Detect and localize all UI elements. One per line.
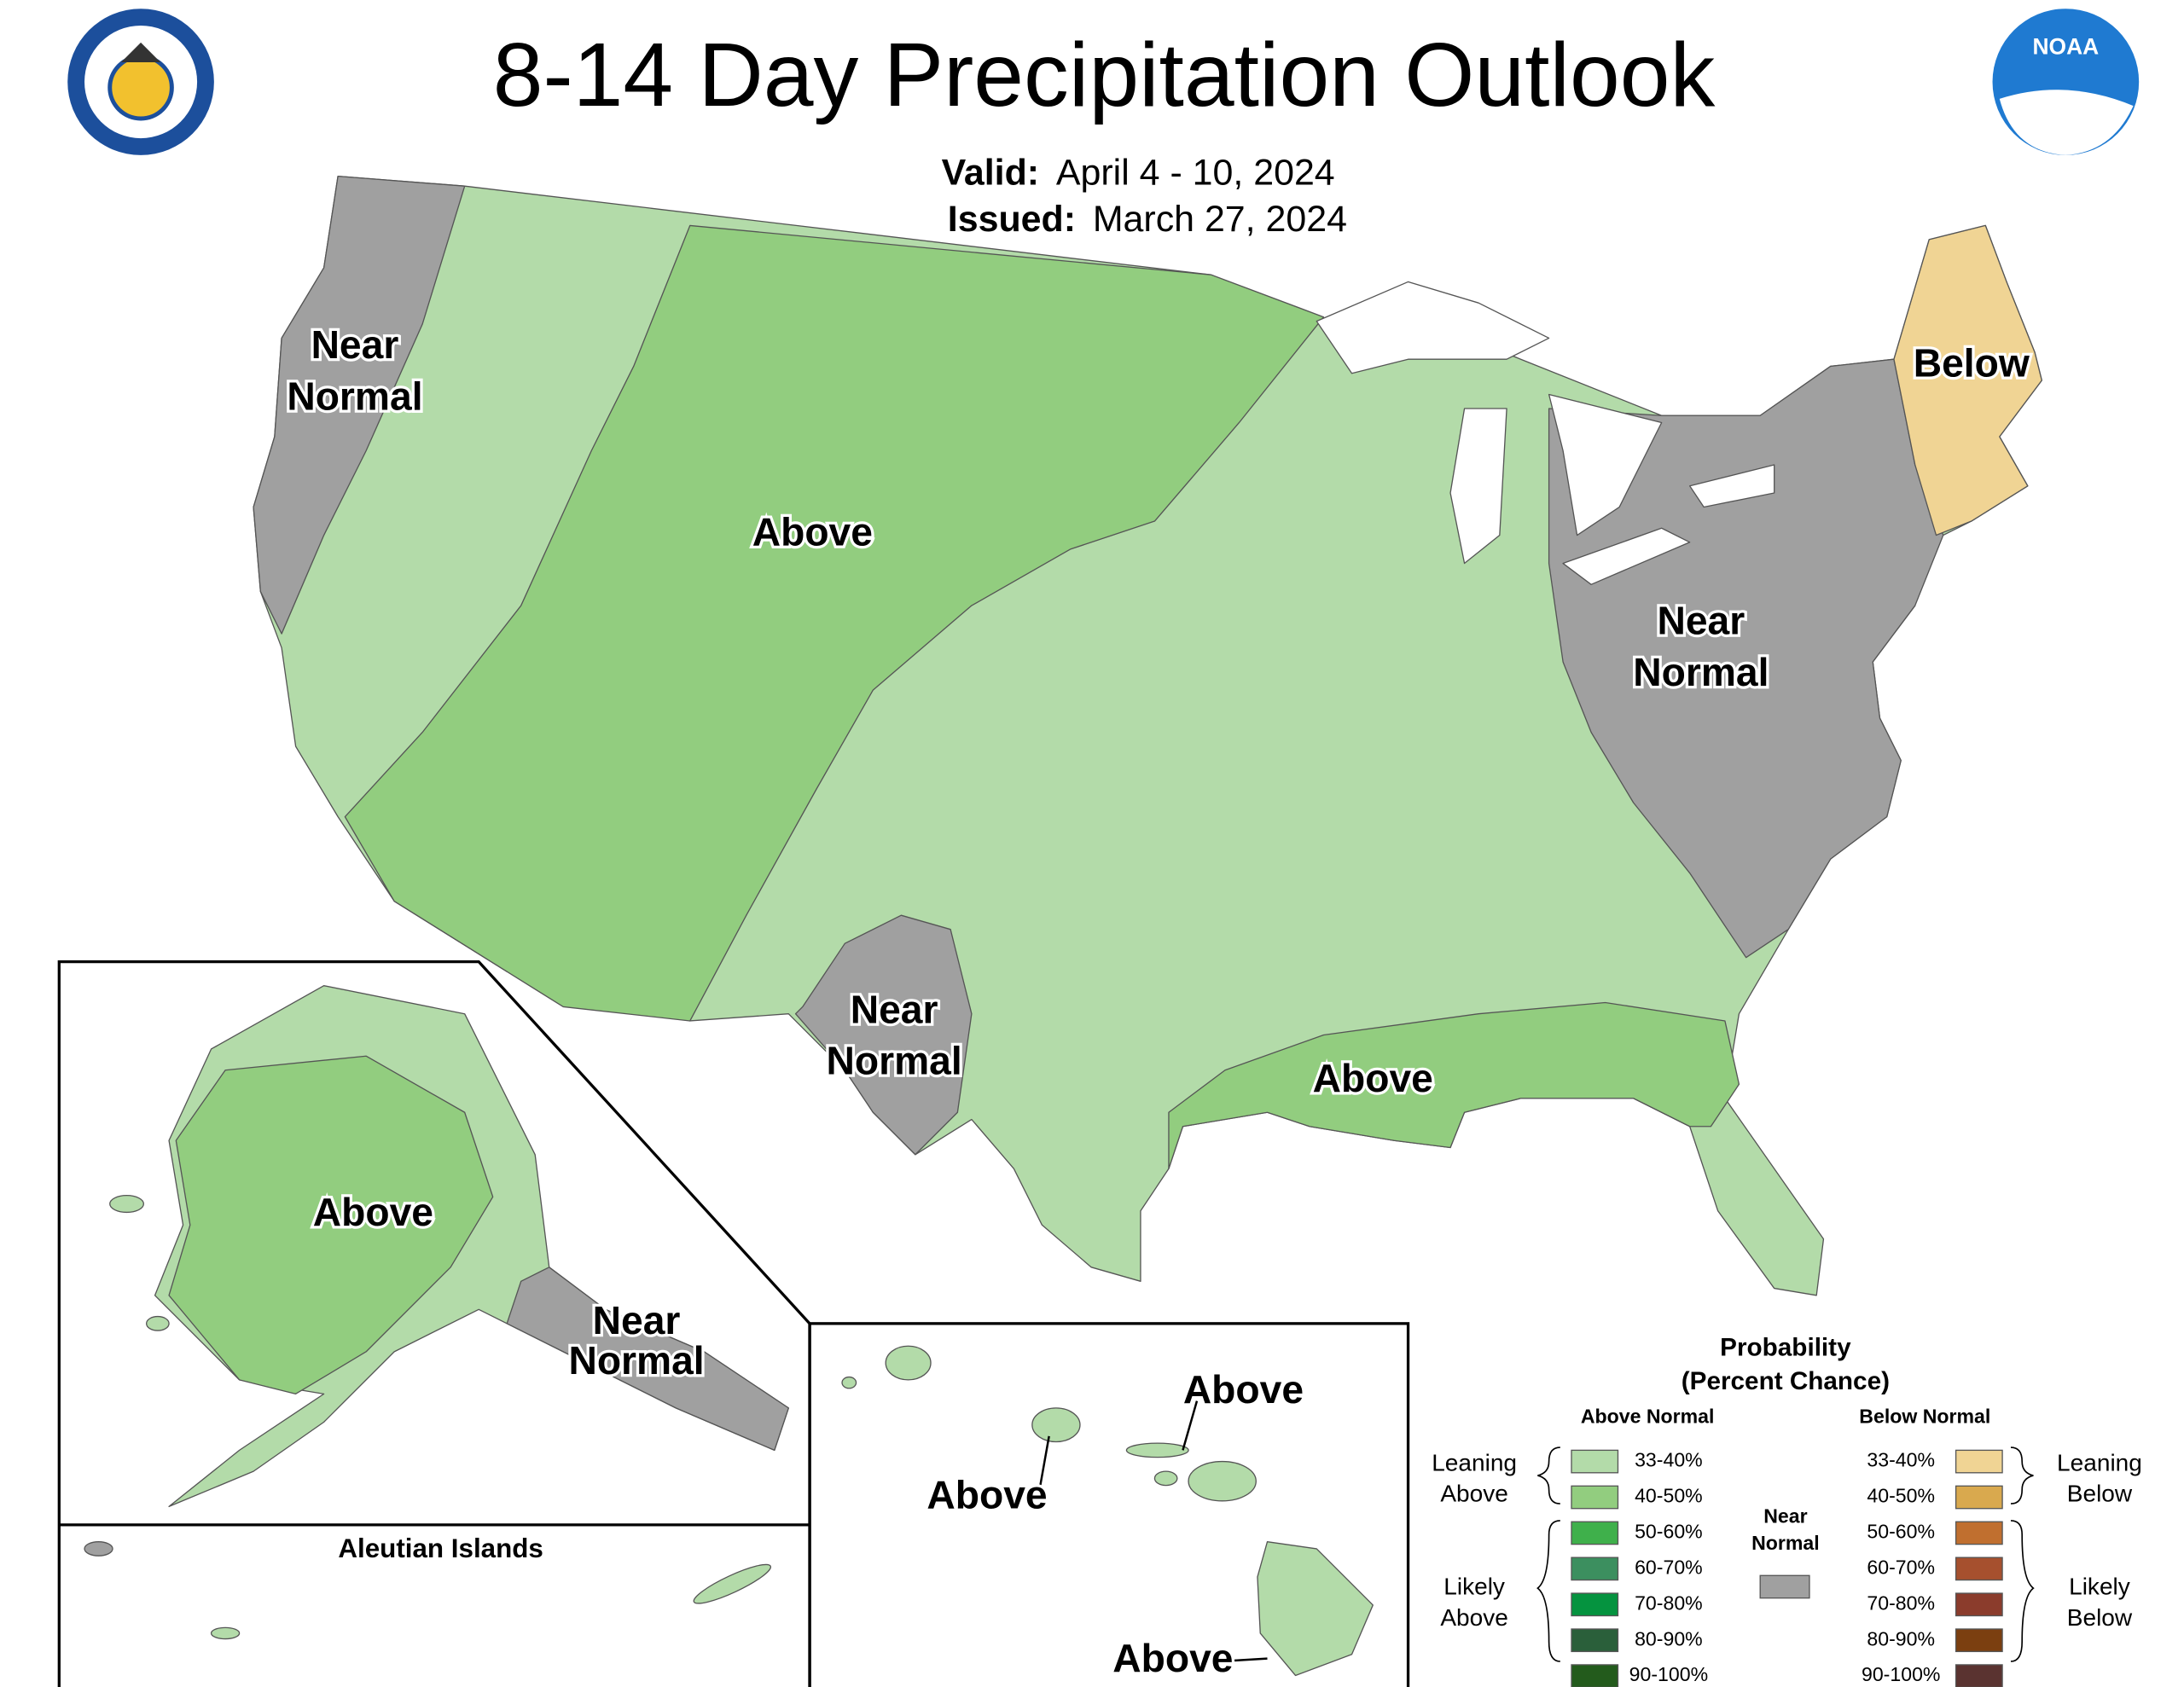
aleutian-title: Aleutian Islands xyxy=(338,1533,543,1563)
legend-label: 80-90% xyxy=(1635,1627,1703,1649)
legend-label: 33-40% xyxy=(1867,1449,1935,1471)
region-label: Above xyxy=(1112,1636,1233,1680)
region-label: Near xyxy=(593,1298,681,1342)
legend-label: 40-50% xyxy=(1635,1485,1703,1507)
noaa-logo: NOAA xyxy=(1992,9,2140,155)
region-label: Normal xyxy=(287,374,422,418)
above-west xyxy=(344,224,1325,1022)
valid-label: Valid: xyxy=(942,152,1039,193)
region-label: Normal xyxy=(827,1038,962,1082)
legend-label: 70-80% xyxy=(1867,1591,1935,1614)
legend-group: Likely xyxy=(2069,1574,2130,1600)
legend-subtitle: (Percent Chance) xyxy=(1682,1367,1890,1395)
near-normal-label: Normal xyxy=(1751,1532,1820,1554)
alaska-inset: Aleutian Islands xyxy=(57,959,811,1687)
region-label: Above xyxy=(752,510,873,554)
legend-swatch xyxy=(1955,1521,2003,1545)
legend-label: 90-100% xyxy=(1629,1663,1708,1685)
legend-swatch xyxy=(1955,1449,2003,1474)
region-label: Near xyxy=(851,987,938,1031)
near-normal-label: Near xyxy=(1763,1505,1807,1528)
legend-title: Probability xyxy=(1720,1333,1851,1361)
above-gulf xyxy=(1168,1001,1740,1169)
below-northeast xyxy=(1893,224,2042,536)
legend-label: 33-40% xyxy=(1635,1449,1703,1471)
legend-swatch xyxy=(1955,1485,2003,1510)
region-label: Normal xyxy=(568,1338,704,1383)
hawaii-inset xyxy=(808,1322,1410,1687)
legend-label: 40-50% xyxy=(1867,1485,1935,1507)
near-normal-east xyxy=(1548,358,1944,959)
legend-label: 50-60% xyxy=(1635,1521,1703,1543)
legend-swatch xyxy=(1571,1628,1619,1653)
region-label: Below xyxy=(1914,341,2030,386)
legend-swatch xyxy=(1571,1521,1619,1545)
legend-group: Above xyxy=(1440,1604,1508,1631)
valid-dates: April 4 - 10, 2024 xyxy=(1056,152,1335,193)
legend-group: Likely xyxy=(1443,1574,1505,1600)
legend-label: 80-90% xyxy=(1867,1627,1935,1649)
legend: Probability (Percent Chance) Above Norma… xyxy=(1432,1333,2142,1687)
region-label: Near xyxy=(1657,599,1745,643)
above-heading: Above Normal xyxy=(1581,1406,1715,1428)
legend-swatch xyxy=(1571,1557,1619,1581)
legend-swatch xyxy=(1955,1592,2003,1617)
near-normal-texas xyxy=(794,914,973,1156)
legend-group: Leaning xyxy=(2057,1449,2142,1475)
region-label: Near xyxy=(311,322,399,367)
great-lakes xyxy=(1316,281,1775,585)
noaa-text: NOAA xyxy=(2033,33,2100,59)
map-labels: NearNormalAboveBelowNearNormalNearNormal… xyxy=(284,320,2033,1684)
legend-swatch xyxy=(1571,1485,1619,1510)
legend-group: Leaning xyxy=(1432,1449,1517,1475)
commerce-seal xyxy=(67,9,214,155)
legend-label: 60-70% xyxy=(1867,1556,1935,1578)
legend-swatch xyxy=(1955,1557,2003,1581)
legend-group: Below xyxy=(2067,1604,2133,1631)
legend-label: 90-100% xyxy=(1862,1663,1940,1685)
region-label: Above xyxy=(1183,1367,1304,1412)
legend-label: 70-80% xyxy=(1635,1591,1703,1614)
title: 8-14 Day Precipitation Outlook xyxy=(493,25,1716,125)
legend-swatch xyxy=(1571,1664,1619,1687)
region-label: Above xyxy=(926,1473,1047,1517)
legend-group: Above xyxy=(1440,1481,1508,1507)
legend-label: 50-60% xyxy=(1867,1521,1935,1543)
conus xyxy=(253,175,2042,1296)
legend-swatch xyxy=(1759,1574,1810,1599)
below-heading: Below Normal xyxy=(1859,1406,1990,1428)
region-label: Above xyxy=(1313,1056,1433,1100)
legend-swatch xyxy=(1571,1449,1619,1474)
issued-date: March 27, 2024 xyxy=(1093,199,1347,240)
region-label: Above xyxy=(313,1190,433,1234)
region-label: Normal xyxy=(1633,650,1769,694)
near-normal-west xyxy=(253,175,466,635)
legend-label: 60-70% xyxy=(1635,1556,1703,1578)
legend-swatch xyxy=(1955,1664,2003,1687)
legend-group: Below xyxy=(2067,1481,2133,1507)
issued-label: Issued: xyxy=(948,199,1076,240)
legend-swatch xyxy=(1955,1628,2003,1653)
legend-swatch xyxy=(1571,1592,1619,1617)
